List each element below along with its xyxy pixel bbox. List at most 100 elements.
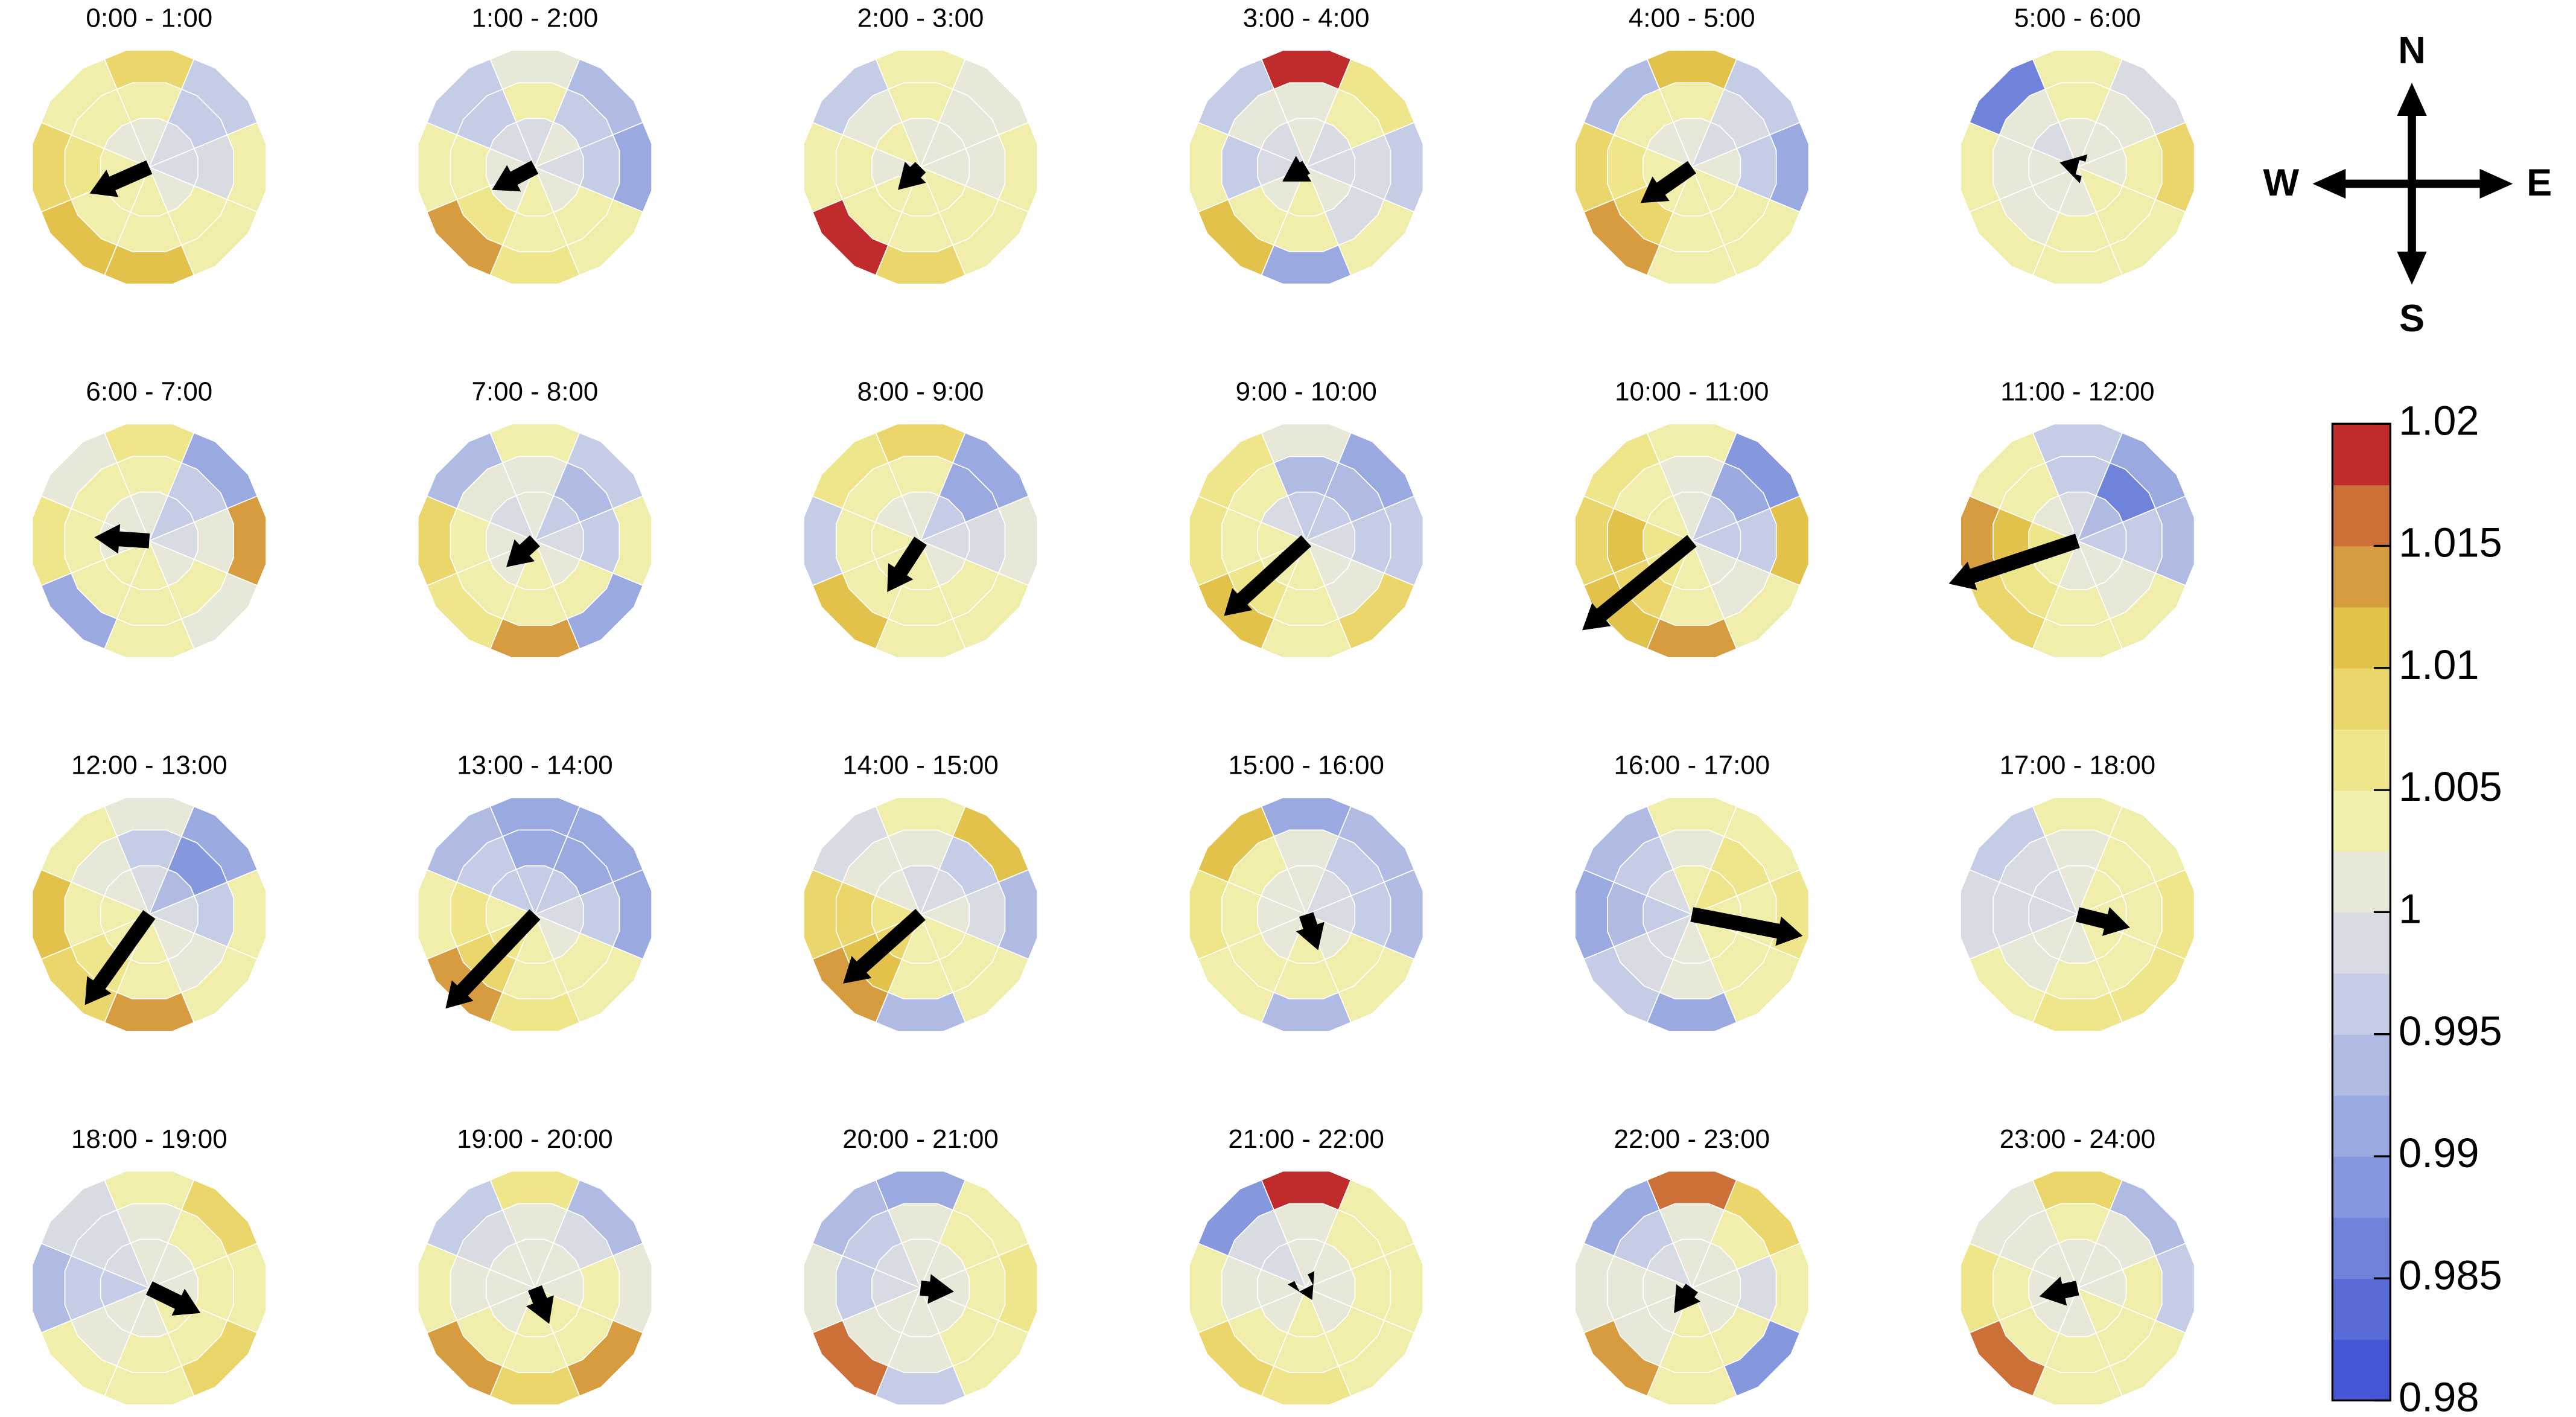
wind-arrow bbox=[1690, 907, 1803, 946]
wind-arrow bbox=[1640, 161, 1696, 203]
heat-cell bbox=[1968, 1179, 2046, 1256]
heat-cell bbox=[40, 806, 118, 883]
colorbar-label: 1.02 bbox=[2399, 397, 2479, 444]
colorbar-band bbox=[2332, 424, 2391, 486]
compass bbox=[2337, 109, 2487, 258]
heat-cell bbox=[1968, 432, 2046, 509]
wind-arrow bbox=[887, 537, 927, 593]
panel-title: 16:00 - 17:00 bbox=[1614, 751, 1770, 780]
panel-title: 17:00 - 18:00 bbox=[2000, 751, 2156, 780]
colorbar-band bbox=[2332, 1156, 2391, 1218]
colorbar-band bbox=[2332, 790, 2391, 852]
colorbar-band bbox=[2332, 1339, 2391, 1401]
panel-title: 18:00 - 19:00 bbox=[71, 1124, 227, 1154]
compass-south: S bbox=[2399, 298, 2425, 340]
compass-head bbox=[2397, 83, 2427, 116]
wind-arrow bbox=[89, 160, 153, 197]
wind-arrow bbox=[145, 1281, 201, 1316]
wind-arrow bbox=[920, 1274, 954, 1304]
heat-cell bbox=[1197, 432, 1275, 509]
heat-cell bbox=[1583, 432, 1661, 509]
heat-cell bbox=[812, 1179, 889, 1256]
wind-arrow bbox=[94, 524, 150, 554]
heat-cell bbox=[40, 1179, 118, 1256]
panel-title: 6:00 - 7:00 bbox=[86, 377, 212, 407]
panel-title: 14:00 - 15:00 bbox=[842, 751, 999, 780]
panel-title: 8:00 - 9:00 bbox=[857, 377, 984, 407]
colorbar-label: 0.99 bbox=[2399, 1130, 2479, 1176]
polar-heatmap bbox=[1960, 423, 2195, 658]
heat-cell bbox=[426, 806, 503, 883]
polar-heatmap bbox=[1960, 49, 2195, 285]
colorbar-band bbox=[2332, 728, 2391, 791]
wind-arrow bbox=[1296, 912, 1325, 951]
panel-title: 23:00 - 24:00 bbox=[2000, 1124, 2156, 1154]
heat-cell bbox=[812, 806, 889, 883]
panel-title: 15:00 - 16:00 bbox=[1228, 751, 1384, 780]
colorbar-label: 0.985 bbox=[2399, 1252, 2502, 1298]
colorbar-band bbox=[2332, 851, 2391, 913]
panel-title: 19:00 - 20:00 bbox=[457, 1124, 613, 1154]
polar-heatmap bbox=[803, 49, 1038, 285]
colorbar-label: 1.01 bbox=[2399, 642, 2479, 688]
polar-heatmap bbox=[31, 423, 267, 658]
heat-cell bbox=[1197, 806, 1275, 883]
heat-cell bbox=[426, 59, 503, 136]
panel-title: 13:00 - 14:00 bbox=[457, 751, 613, 780]
panel-title: 0:00 - 1:00 bbox=[86, 4, 212, 33]
heat-cell bbox=[426, 432, 503, 509]
polar-heatmap bbox=[417, 49, 652, 285]
polar-heatmap bbox=[1574, 797, 1810, 1032]
heat-cell bbox=[426, 1179, 503, 1256]
wind-arrow bbox=[445, 909, 541, 1009]
colorbar-band bbox=[2332, 1034, 2391, 1096]
colorbar-label: 0.995 bbox=[2399, 1008, 2502, 1054]
panel-title: 22:00 - 23:00 bbox=[1614, 1124, 1770, 1154]
heat-cell bbox=[1197, 59, 1275, 136]
heat-cell bbox=[812, 432, 889, 509]
panel-title: 4:00 - 5:00 bbox=[1629, 4, 1755, 33]
wind-arrow bbox=[843, 909, 926, 984]
colorbar-band bbox=[2332, 607, 2391, 669]
colorbar-band bbox=[2332, 546, 2391, 608]
polar-heatmap bbox=[31, 49, 267, 285]
compass-head bbox=[2479, 168, 2513, 199]
polar-heatmap bbox=[803, 423, 1038, 658]
polar-heatmap bbox=[1189, 1170, 1424, 1406]
wind-arrow bbox=[2039, 1276, 2079, 1306]
wind-arrow bbox=[898, 162, 926, 190]
colorbar-label: 1.005 bbox=[2399, 763, 2502, 810]
colorbar-band bbox=[2332, 485, 2391, 547]
heat-cell bbox=[40, 432, 118, 509]
panel-title: 2:00 - 3:00 bbox=[857, 4, 984, 33]
polar-heatmap bbox=[1189, 423, 1424, 658]
compass-north: N bbox=[2398, 29, 2426, 71]
polar-heatmap bbox=[1574, 423, 1810, 658]
wind-arrow bbox=[1224, 535, 1311, 616]
wind-arrow bbox=[1582, 535, 1697, 631]
panel-title: 10:00 - 11:00 bbox=[1615, 377, 1769, 407]
wind-arrow bbox=[1674, 1284, 1701, 1313]
heat-cell bbox=[40, 59, 118, 136]
compass-head bbox=[2312, 168, 2346, 199]
panel-title: 11:00 - 12:00 bbox=[2000, 377, 2154, 407]
panel-title: 12:00 - 13:00 bbox=[71, 751, 227, 780]
heat-cell bbox=[1583, 59, 1661, 136]
colorbar-band bbox=[2332, 667, 2391, 730]
colorbar-band bbox=[2332, 973, 2391, 1035]
heat-cell bbox=[812, 59, 889, 136]
wind-arrow bbox=[1282, 156, 1312, 182]
colorbar-band bbox=[2332, 1217, 2391, 1279]
wind-arrow bbox=[2059, 154, 2088, 183]
wind-arrow bbox=[1288, 1271, 1315, 1301]
polar-heatmap bbox=[1189, 49, 1424, 285]
heat-cell bbox=[1583, 1179, 1661, 1256]
panel-title: 7:00 - 8:00 bbox=[472, 377, 599, 407]
panel-title: 1:00 - 2:00 bbox=[472, 4, 599, 33]
polar-heatmap bbox=[417, 423, 652, 658]
wind-arrow bbox=[2075, 907, 2130, 936]
wind-arrow bbox=[526, 1285, 554, 1324]
wind-arrow bbox=[1948, 533, 2080, 590]
